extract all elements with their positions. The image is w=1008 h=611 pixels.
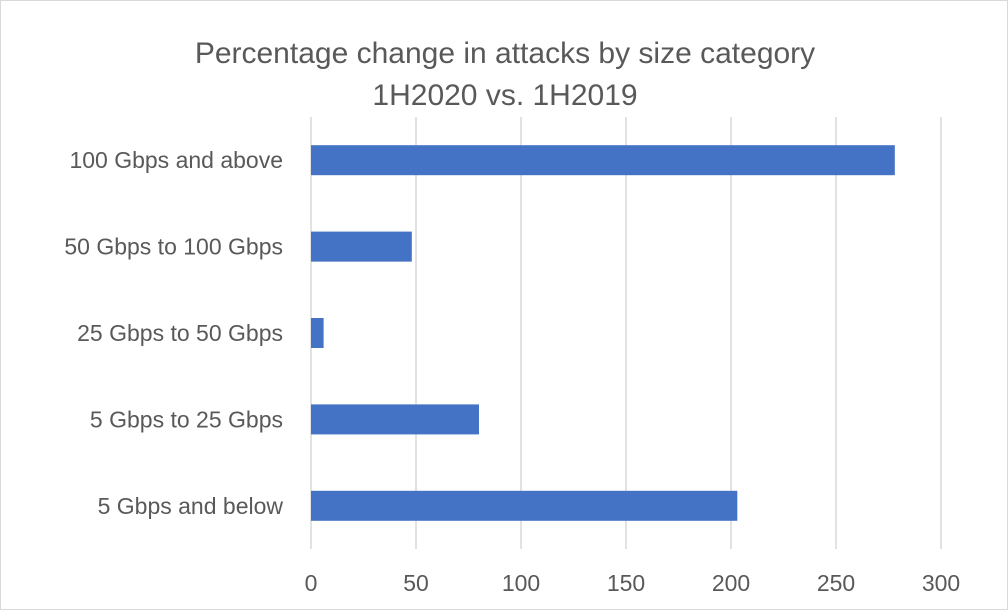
gridlines <box>310 117 942 549</box>
bar <box>311 231 412 262</box>
chart-title: Percentage change in attacks by size cat… <box>195 37 815 70</box>
category-labels: 100 Gbps and above 50 Gbps to 100 Gbps 25 … <box>64 147 283 519</box>
category-label: 50 Gbps to 100 Gbps <box>64 234 283 260</box>
x-tick-label: 200 <box>712 570 750 596</box>
category-label: 100 Gbps and above <box>69 147 283 173</box>
x-tick-label: 100 <box>502 570 540 596</box>
bar <box>311 404 479 435</box>
x-tick-label: 150 <box>607 570 645 596</box>
category-label: 5 Gbps to 25 Gbps <box>90 406 283 432</box>
bar <box>311 145 895 176</box>
bars <box>311 145 895 521</box>
x-tick-label: 0 <box>305 570 318 596</box>
chart-subtitle: 1H2020 vs. 1H2019 <box>372 79 637 112</box>
category-label: 5 Gbps and below <box>98 493 284 519</box>
x-tick-label: 50 <box>403 570 429 596</box>
x-axis-tick-labels: 0 50 100 150 200 250 300 <box>305 570 961 596</box>
x-tick-label: 250 <box>817 570 855 596</box>
bar <box>311 318 324 348</box>
x-tick-label: 300 <box>922 570 960 596</box>
category-label: 25 Gbps to 50 Gbps <box>77 320 283 346</box>
bar <box>311 490 738 521</box>
